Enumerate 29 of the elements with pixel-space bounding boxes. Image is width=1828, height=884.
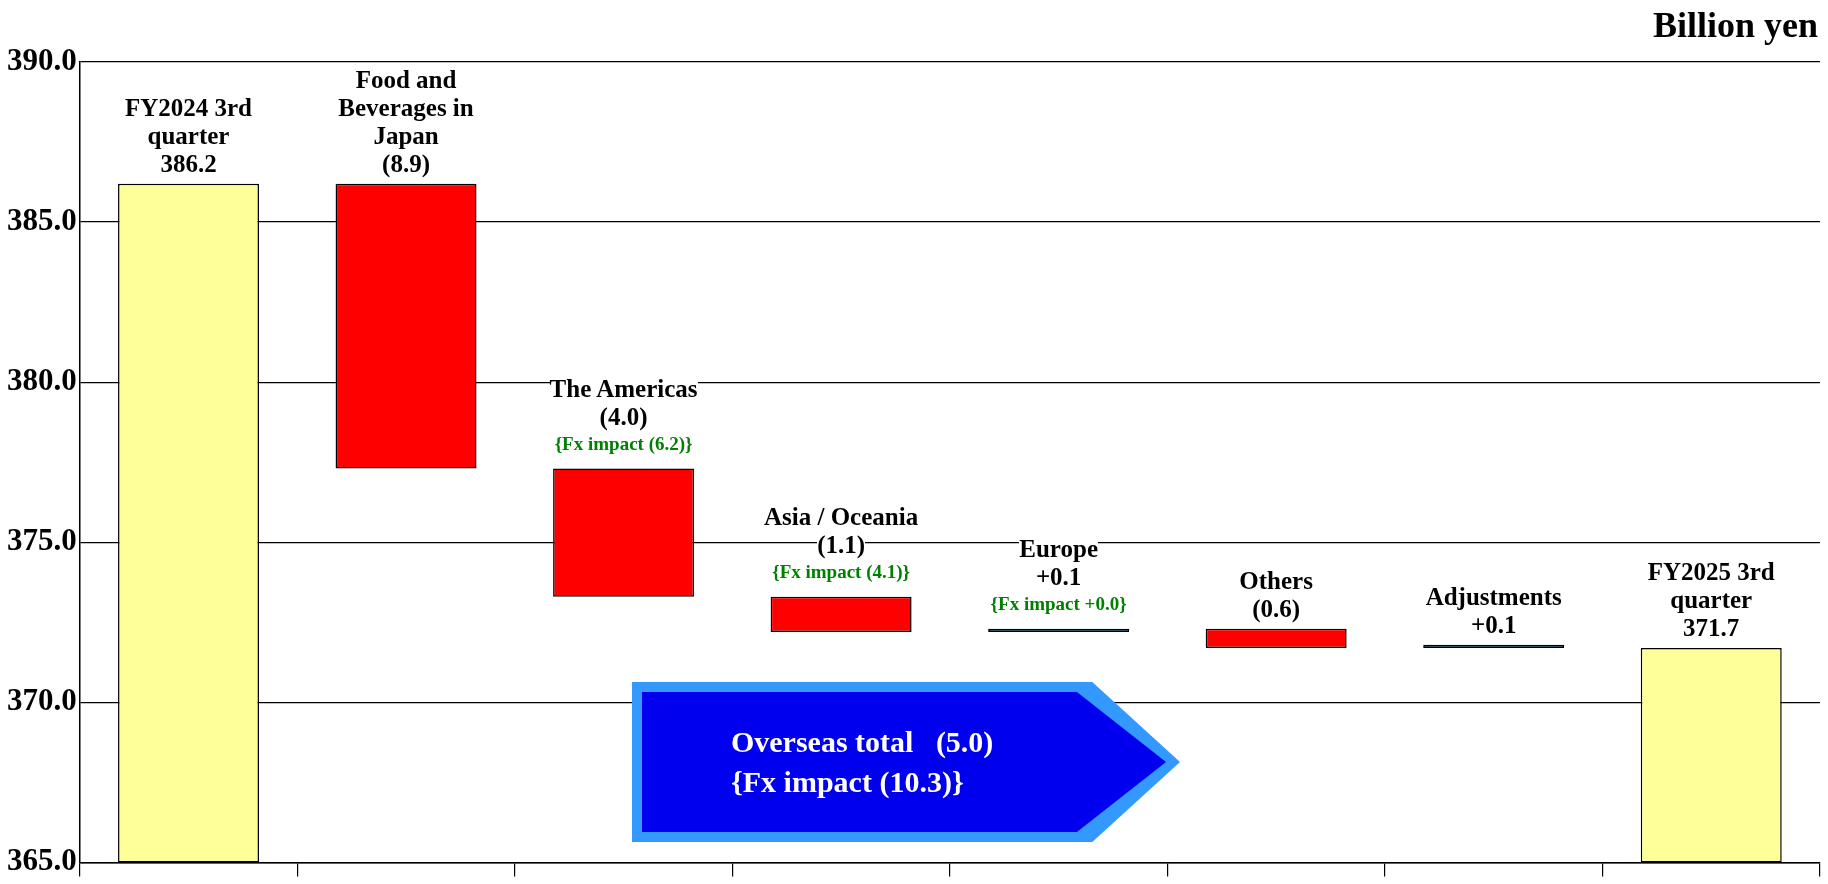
data-label: (4.0)	[599, 402, 648, 431]
data-label: +0.1	[1035, 562, 1082, 591]
x-tick-label: Adjustments	[1425, 582, 1562, 611]
data-label: 371.7	[1683, 613, 1740, 642]
data-label: 386.2	[160, 149, 217, 178]
x-tick-label: FY2024 3rd quarter	[88, 93, 289, 150]
x-tick-label: The Americas	[549, 374, 698, 403]
x-tick-label: Food and Beverages in Japan	[305, 65, 507, 150]
y-tick-label: 375.0	[7, 522, 77, 558]
annotation: Overseas total (5.0)	[730, 725, 994, 758]
data-label: (8.9)	[382, 149, 430, 178]
data-label: (1.1)	[817, 530, 866, 559]
annotation: {Fx impact +0.0}	[990, 592, 1127, 614]
y-tick-label: 385.0	[7, 202, 77, 238]
y-tick-label: 370.0	[7, 682, 77, 718]
y-tick-label: 380.0	[7, 362, 77, 398]
y-tick-label: 365.0	[7, 842, 77, 878]
x-tick-label: Europe	[1019, 534, 1098, 563]
data-label: (0.6)	[1252, 594, 1301, 623]
y-axis-title: Billion yen	[1652, 5, 1818, 46]
annotation: {Fx impact (4.1)}	[772, 560, 911, 583]
x-tick-label: Asia / Oceania	[764, 502, 919, 531]
x-tick-label: FY2025 3rd quarter	[1611, 557, 1812, 614]
data-label: +0.1	[1470, 610, 1517, 639]
x-tick-label: Others	[1239, 566, 1313, 595]
annotation: {Fx impact (10.3)}	[730, 765, 964, 798]
annotation: {Fx impact (6.2)}	[554, 432, 693, 455]
arrow-callout: Overseas total (5.0) {Fx impact (10.3)}	[632, 682, 1180, 842]
y-tick-label: 390.0	[7, 42, 77, 78]
